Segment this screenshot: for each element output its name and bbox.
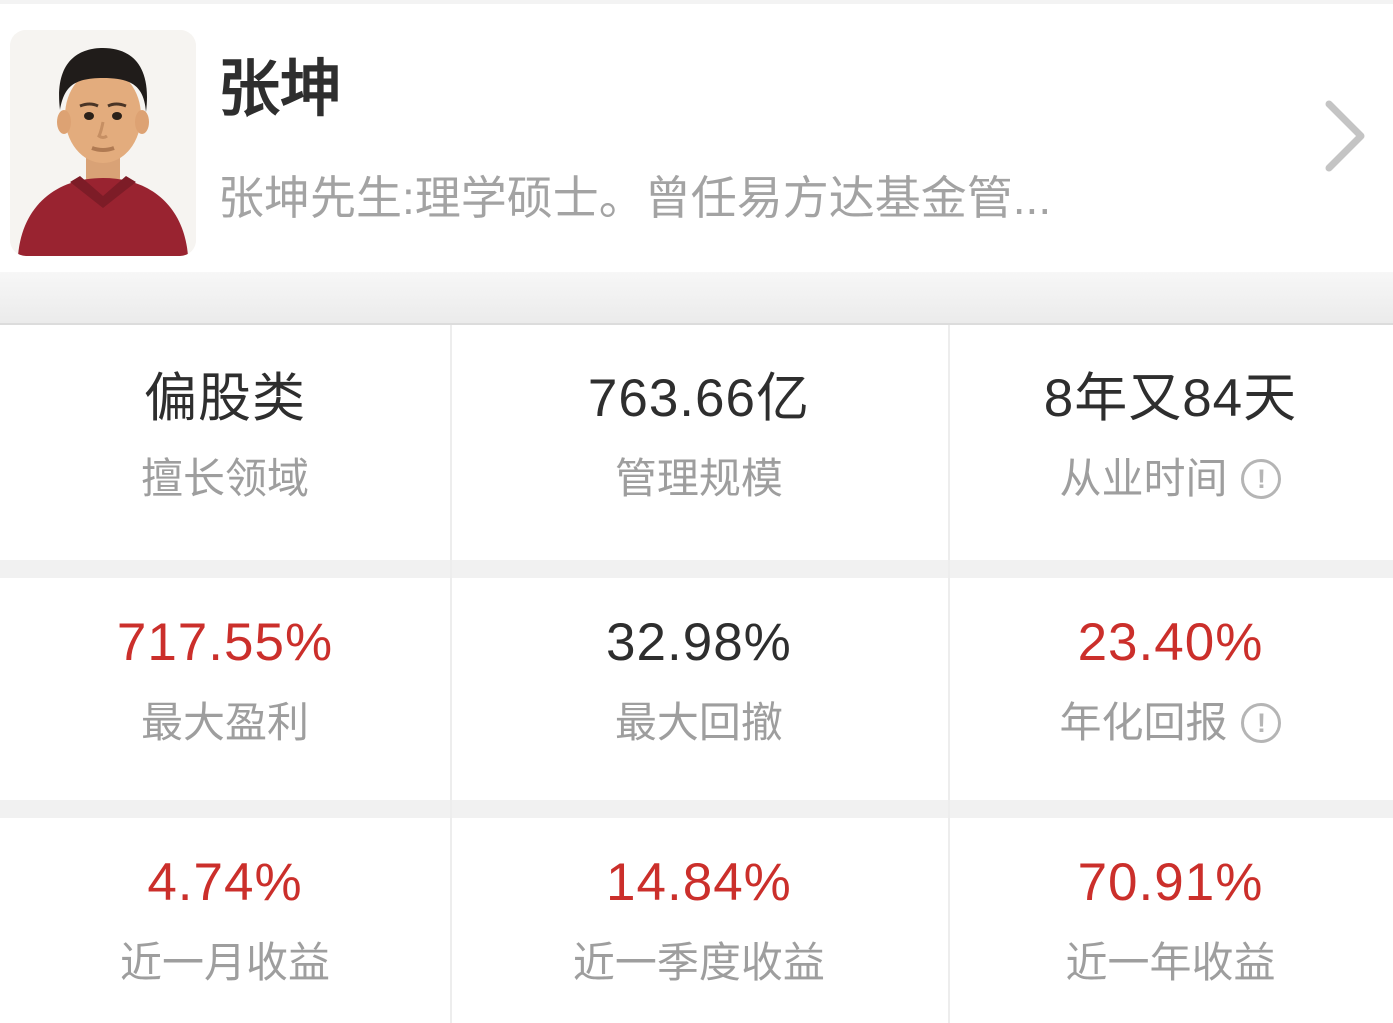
stats-row-2: 717.55% 最大盈利 32.98% 最大回撤 23.40% 年化回报 ! — [0, 578, 1393, 800]
stat-cell-1month-return: 4.74% 近一月收益 — [0, 818, 450, 1023]
stats-row-3: 4.74% 近一月收益 14.84% 近一季度收益 70.91% 近一年收益 — [0, 818, 1393, 1023]
manager-description: 张坤先生:理学硕士。曾任易方达基金管... — [218, 172, 1052, 225]
stat-cell-aum: 763.66亿 管理规模 — [450, 325, 948, 560]
manager-stats-grid: 偏股类 擅长领域 763.66亿 管理规模 8年又84天 从业时间 ! 717.… — [0, 325, 1393, 1023]
stat-label: 最大回撤 — [614, 699, 783, 746]
manager-avatar[interactable] — [10, 30, 196, 256]
stat-cell-1year-return: 70.91% 近一年收益 — [948, 818, 1393, 1023]
stat-label: 近一月收益 — [119, 939, 330, 986]
stat-value: 70.91% — [1077, 853, 1264, 912]
stat-value: 8年又84天 — [1043, 369, 1298, 428]
row-divider-1 — [0, 560, 1393, 578]
manager-photo-illustration — [10, 30, 196, 256]
stat-label: 年化回报 — [1059, 699, 1228, 746]
stat-value: 717.55% — [116, 613, 334, 672]
stat-label: 管理规模 — [614, 455, 783, 502]
row-divider-2 — [0, 800, 1393, 818]
stat-cell-annual-return: 23.40% 年化回报 ! — [948, 578, 1393, 800]
stats-row-1: 偏股类 擅长领域 763.66亿 管理规模 8年又84天 从业时间 ! — [0, 325, 1393, 560]
stat-label: 近一年收益 — [1065, 939, 1276, 986]
stat-value: 14.84% — [606, 853, 792, 912]
info-icon[interactable]: ! — [1241, 703, 1282, 743]
section-divider — [0, 272, 1393, 325]
column-divider-2 — [947, 325, 950, 1023]
stat-cell-specialty: 偏股类 擅长领域 — [0, 325, 450, 560]
stat-cell-tenure: 8年又84天 从业时间 ! — [948, 325, 1393, 560]
stat-label: 擅长领域 — [140, 455, 309, 502]
manager-header[interactable]: 张坤 张坤先生:理学硕士。曾任易方达基金管... — [0, 4, 1393, 272]
stat-cell-1quarter-return: 14.84% 近一季度收益 — [450, 818, 948, 1023]
stat-cell-max-drawdown: 32.98% 最大回撤 — [450, 578, 948, 800]
stat-value: 4.74% — [147, 853, 303, 912]
stat-cell-max-profit: 717.55% 最大盈利 — [0, 578, 450, 800]
chevron-right-icon[interactable] — [1323, 98, 1367, 174]
manager-name: 张坤 — [218, 55, 343, 124]
stat-value: 偏股类 — [143, 369, 306, 428]
stat-label: 最大盈利 — [140, 699, 309, 746]
stat-value: 23.40% — [1077, 613, 1264, 672]
column-divider-1 — [449, 325, 452, 1023]
stat-value: 32.98% — [606, 613, 792, 672]
stat-label: 从业时间 — [1059, 455, 1228, 502]
top-divider — [0, 0, 1393, 4]
stat-label: 近一季度收益 — [572, 939, 825, 986]
stat-value: 763.66亿 — [587, 369, 810, 428]
info-icon[interactable]: ! — [1241, 459, 1282, 499]
manager-text-block: 张坤 张坤先生:理学硕士。曾任易方达基金管... — [218, 54, 1283, 226]
